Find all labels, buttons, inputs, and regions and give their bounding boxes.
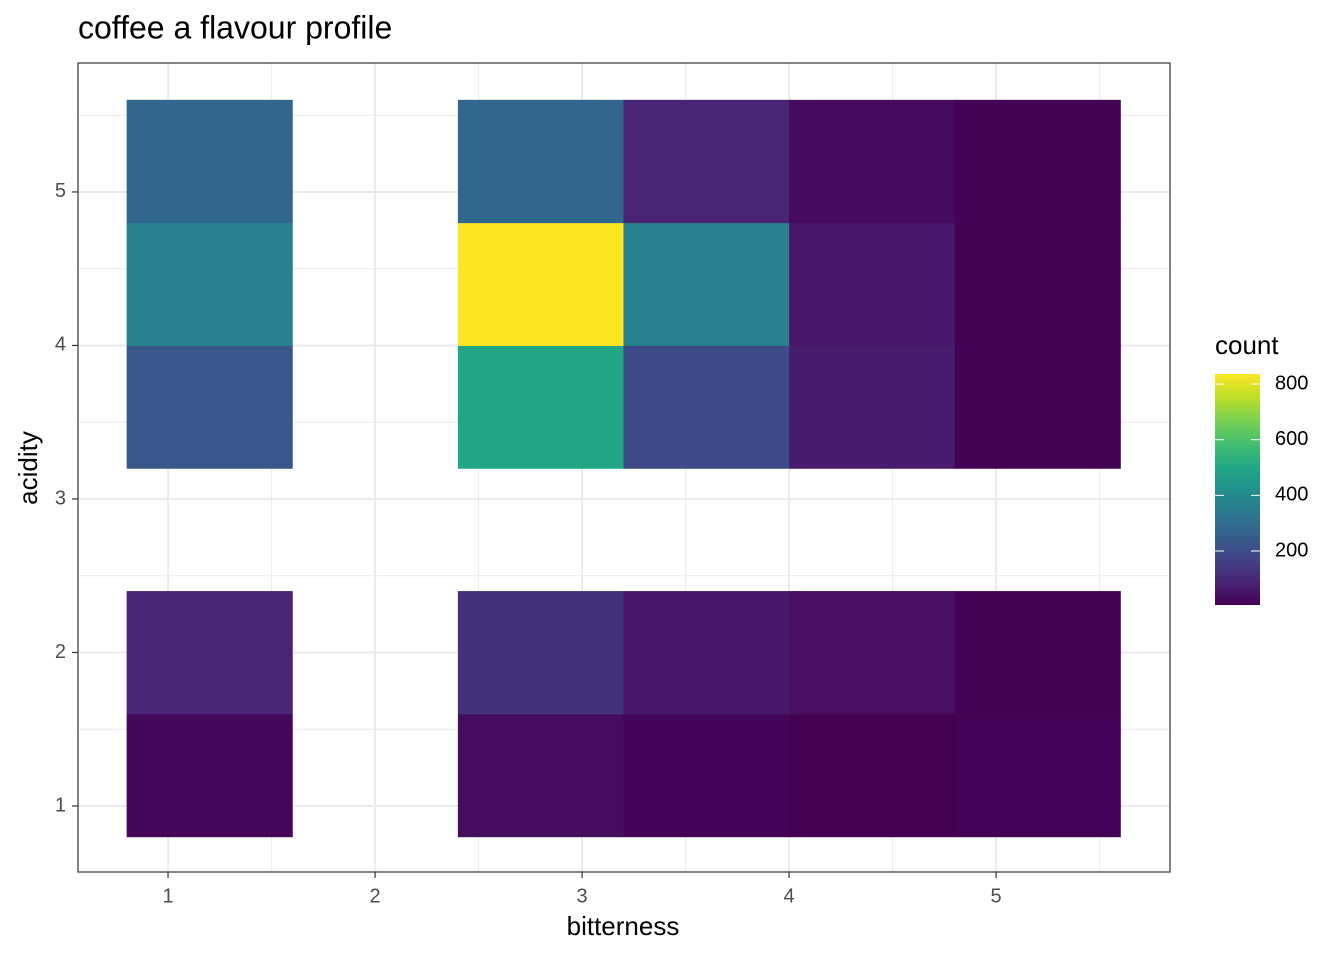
x-tick-label: 5 — [991, 885, 1002, 907]
heat-cell — [126, 713, 293, 838]
heat-cell — [457, 222, 624, 346]
heat-cell — [789, 345, 956, 469]
y-tick-label: 2 — [55, 641, 66, 663]
x-axis-title: bitterness — [567, 911, 680, 941]
x-tick-label: 1 — [162, 885, 173, 907]
x-tick-label: 4 — [784, 885, 795, 907]
heat-cell — [457, 591, 624, 715]
y-axis-title: acidity — [13, 431, 43, 505]
heat-cell — [126, 222, 293, 346]
heat-cell — [789, 99, 956, 224]
heat-cell — [623, 222, 790, 346]
colorbar-tick-label: 600 — [1275, 428, 1308, 450]
heat-cell — [954, 222, 1121, 346]
y-tick-label: 5 — [55, 180, 66, 202]
colorbar-tick-label: 200 — [1275, 539, 1308, 561]
heat-cell — [954, 591, 1121, 715]
x-tick-label: 3 — [577, 885, 588, 907]
heat-cell — [126, 345, 293, 469]
chart-title: coffee a flavour profile — [78, 9, 392, 45]
heat-cell — [126, 99, 293, 224]
y-tick-label: 3 — [55, 487, 66, 509]
colorbar-tick-label: 800 — [1275, 372, 1308, 394]
y-tick-label: 4 — [55, 334, 66, 356]
heat-cell — [126, 591, 293, 715]
heat-cell — [457, 345, 624, 469]
heat-cell — [457, 713, 624, 838]
heat-cell — [623, 713, 790, 838]
colorbar-tick-label: 400 — [1275, 484, 1308, 506]
heat-cell — [789, 713, 956, 838]
legend-title: count — [1215, 330, 1279, 360]
heat-cell — [623, 345, 790, 469]
heat-cell — [789, 591, 956, 715]
heat-cell — [954, 713, 1121, 838]
heat-cell — [457, 99, 624, 224]
x-tick-label: 2 — [370, 885, 381, 907]
heat-cell — [789, 222, 956, 346]
y-tick-label: 1 — [55, 794, 66, 816]
heat-cell — [954, 99, 1121, 224]
heat-cell — [623, 591, 790, 715]
colorbar — [1215, 374, 1260, 605]
heat-cell — [954, 345, 1121, 469]
plot-border — [77, 62, 1171, 873]
heat-cell — [623, 99, 790, 224]
